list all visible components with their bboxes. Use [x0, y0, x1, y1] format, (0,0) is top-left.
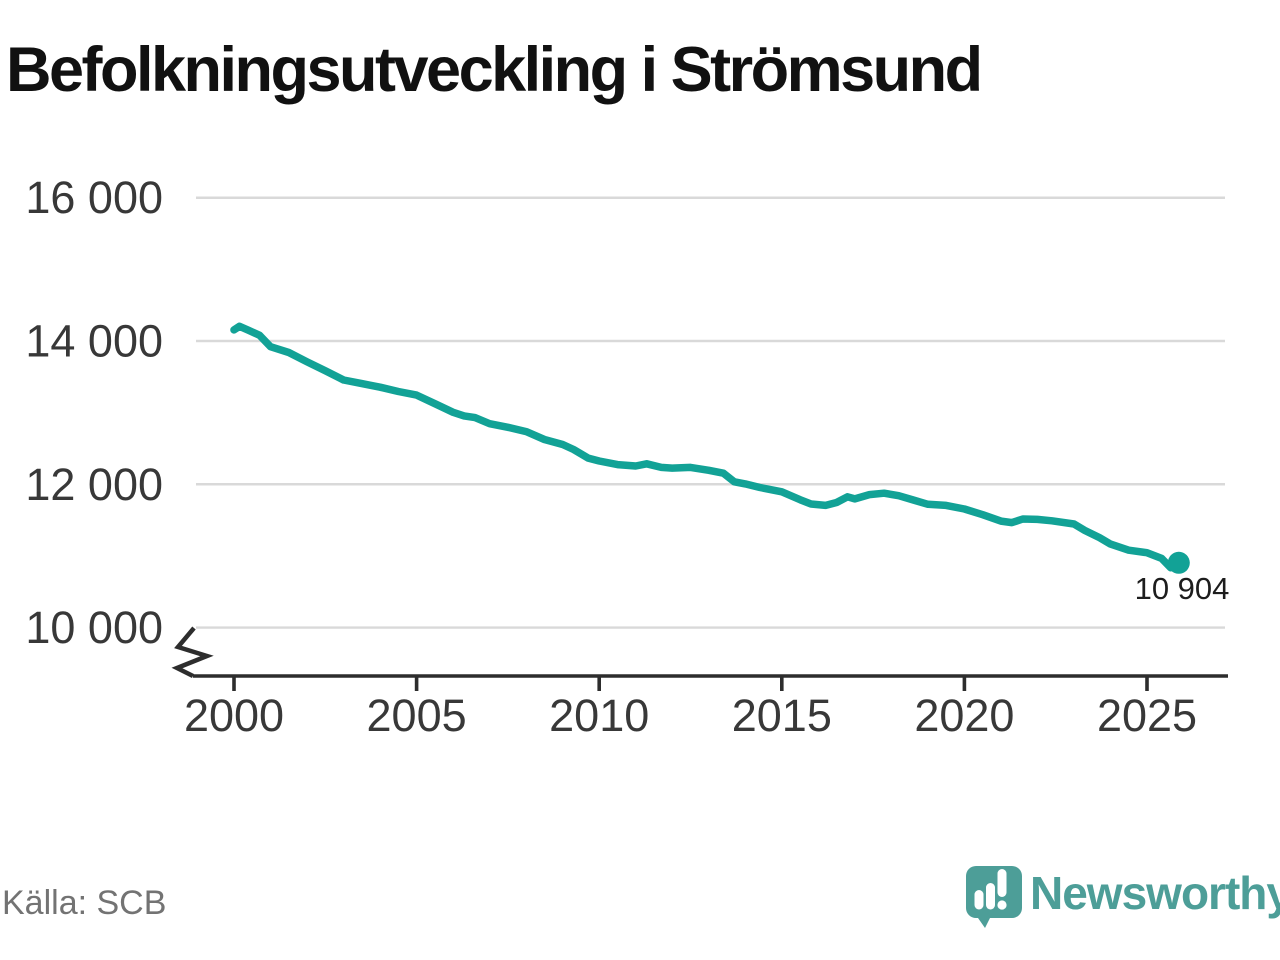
gridlines — [196, 196, 1225, 629]
x-tick-label: 2010 — [549, 690, 649, 741]
population-line — [230, 322, 1183, 572]
latest-value-label: 10 904 — [1134, 571, 1230, 606]
latest-value-dot — [1167, 551, 1190, 574]
x-tick-label: 2025 — [1097, 690, 1197, 741]
newsworthy-logo: Newsworthy — [962, 862, 1280, 932]
y-tick-label: 14 000 — [25, 316, 163, 367]
newsworthy-logo-icon — [966, 866, 1022, 928]
x-tick-label: 2020 — [914, 690, 1014, 741]
source-caption: Källa: SCB — [2, 884, 167, 922]
x-tick-label: 2000 — [184, 690, 284, 741]
y-tick-label: 16 000 — [25, 172, 163, 223]
x-tick-label: 2015 — [732, 690, 832, 741]
x-axis — [193, 674, 1228, 691]
x-axis-labels: 2000 2005 2010 2015 2020 2025 — [184, 690, 1197, 741]
x-tick-label: 2005 — [367, 690, 467, 741]
chart-title: Befolkningsutveckling i Strömsund — [6, 35, 983, 105]
y-axis-labels: 16 000 14 000 12 000 10 000 — [25, 172, 163, 653]
newsworthy-wordmark: Newsworthy — [1030, 867, 1280, 919]
y-tick-label: 12 000 — [25, 459, 163, 510]
population-series — [230, 322, 1190, 574]
y-tick-label: 10 000 — [25, 602, 163, 653]
y-axis-break-icon — [171, 626, 214, 679]
